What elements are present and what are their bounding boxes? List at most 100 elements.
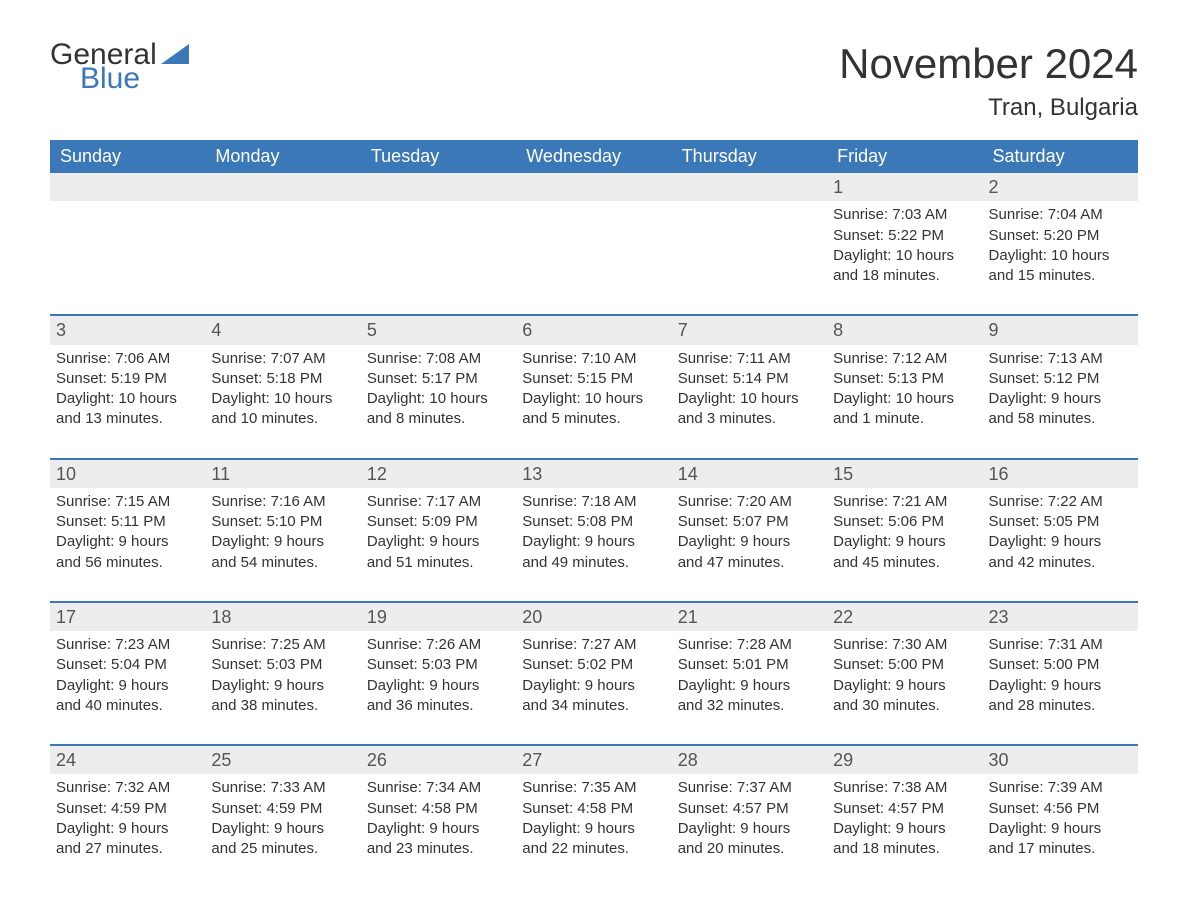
day-content: Sunrise: 7:20 AMSunset: 5:07 PMDaylight:… — [678, 492, 821, 573]
sunrise-text: Sunrise: 7:22 AM — [989, 492, 1132, 512]
daylight1-text: Daylight: 10 hours — [678, 389, 821, 409]
weekday-header-row: Sunday Monday Tuesday Wednesday Thursday… — [50, 140, 1138, 173]
daylight1-text: Daylight: 10 hours — [211, 389, 354, 409]
day-number: 19 — [361, 603, 516, 631]
daylight2-text: and 32 minutes. — [678, 696, 821, 716]
day-number: 20 — [516, 603, 671, 631]
daylight1-text: Daylight: 10 hours — [833, 389, 976, 409]
daylight2-text: and 42 minutes. — [989, 553, 1132, 573]
daylight2-text: and 23 minutes. — [367, 839, 510, 859]
daylight1-text: Daylight: 9 hours — [522, 532, 665, 552]
sunrise-text: Sunrise: 7:18 AM — [522, 492, 665, 512]
day-cell — [205, 173, 360, 294]
day-content: Sunrise: 7:31 AMSunset: 5:00 PMDaylight:… — [989, 635, 1132, 716]
daylight1-text: Daylight: 9 hours — [211, 819, 354, 839]
daylight2-text: and 30 minutes. — [833, 696, 976, 716]
day-cell: 20Sunrise: 7:27 AMSunset: 5:02 PMDayligh… — [516, 603, 671, 724]
day-number: 27 — [516, 746, 671, 774]
sunset-text: Sunset: 5:07 PM — [678, 512, 821, 532]
daylight1-text: Daylight: 9 hours — [833, 676, 976, 696]
day-number: 3 — [50, 316, 205, 344]
location-text: Tran, Bulgaria — [839, 94, 1138, 122]
day-cell: 6Sunrise: 7:10 AMSunset: 5:15 PMDaylight… — [516, 316, 671, 437]
daylight2-text: and 51 minutes. — [367, 553, 510, 573]
day-content: Sunrise: 7:23 AMSunset: 5:04 PMDaylight:… — [56, 635, 199, 716]
daylight2-text: and 20 minutes. — [678, 839, 821, 859]
day-cell: 18Sunrise: 7:25 AMSunset: 5:03 PMDayligh… — [205, 603, 360, 724]
sunset-text: Sunset: 5:18 PM — [211, 369, 354, 389]
sunrise-text: Sunrise: 7:07 AM — [211, 349, 354, 369]
day-cell — [361, 173, 516, 294]
sunrise-text: Sunrise: 7:13 AM — [989, 349, 1132, 369]
daylight1-text: Daylight: 9 hours — [989, 389, 1132, 409]
day-number: 1 — [827, 173, 982, 201]
daylight1-text: Daylight: 9 hours — [678, 676, 821, 696]
weekday-header: Saturday — [983, 140, 1138, 173]
day-content: Sunrise: 7:07 AMSunset: 5:18 PMDaylight:… — [211, 349, 354, 430]
day-cell: 25Sunrise: 7:33 AMSunset: 4:59 PMDayligh… — [205, 746, 360, 867]
week-row: 1Sunrise: 7:03 AMSunset: 5:22 PMDaylight… — [50, 173, 1138, 294]
day-content: Sunrise: 7:32 AMSunset: 4:59 PMDaylight:… — [56, 778, 199, 859]
weekday-header: Wednesday — [516, 140, 671, 173]
sunset-text: Sunset: 5:03 PM — [211, 655, 354, 675]
day-number: 10 — [50, 460, 205, 488]
day-cell: 17 Sunrise: 7:23 AMSunset: 5:04 PMDayligh… — [50, 603, 205, 724]
sunset-text: Sunset: 5:19 PM — [56, 369, 199, 389]
day-content: Sunrise: 7:21 AMSunset: 5:06 PMDaylight:… — [833, 492, 976, 573]
daylight2-text: and 56 minutes. — [56, 553, 199, 573]
sunset-text: Sunset: 4:57 PM — [678, 799, 821, 819]
sunrise-text: Sunrise: 7:25 AM — [211, 635, 354, 655]
day-number: 5 — [361, 316, 516, 344]
day-number: 21 — [672, 603, 827, 631]
daylight2-text: and 22 minutes. — [522, 839, 665, 859]
daylight1-text: Daylight: 9 hours — [522, 676, 665, 696]
daylight1-text: Daylight: 9 hours — [522, 819, 665, 839]
day-cell: 23 Sunrise: 7:31 AMSunset: 5:00 PMDayligh… — [983, 603, 1138, 724]
sunset-text: Sunset: 5:14 PM — [678, 369, 821, 389]
sunset-text: Sunset: 5:02 PM — [522, 655, 665, 675]
week-row: 3Sunrise: 7:06 AMSunset: 5:19 PMDaylight… — [50, 314, 1138, 437]
weekday-header: Monday — [205, 140, 360, 173]
day-content: Sunrise: 7:39 AMSunset: 4:56 PMDaylight:… — [989, 778, 1132, 859]
week-row: 10Sunrise: 7:15 AMSunset: 5:11 PMDayligh… — [50, 458, 1138, 581]
day-cell: 12Sunrise: 7:17 AMSunset: 5:09 PMDayligh… — [361, 460, 516, 581]
day-content: Sunrise: 7:38 AMSunset: 4:57 PMDaylight:… — [833, 778, 976, 859]
daylight1-text: Daylight: 10 hours — [989, 246, 1132, 266]
day-cell: 21Sunrise: 7:28 AMSunset: 5:01 PMDayligh… — [672, 603, 827, 724]
sunrise-text: Sunrise: 7:33 AM — [211, 778, 354, 798]
daylight2-text: and 18 minutes. — [833, 266, 976, 286]
day-content: Sunrise: 7:22 AMSunset: 5:05 PMDaylight:… — [989, 492, 1132, 573]
day-cell: 16Sunrise: 7:22 AMSunset: 5:05 PMDayligh… — [983, 460, 1138, 581]
day-number: 7 — [672, 316, 827, 344]
day-number: 23 — [983, 603, 1138, 631]
daylight2-text: and 40 minutes. — [56, 696, 199, 716]
day-number: 22 — [827, 603, 982, 631]
day-number: 15 — [827, 460, 982, 488]
day-cell: 28Sunrise: 7:37 AMSunset: 4:57 PMDayligh… — [672, 746, 827, 867]
day-content: Sunrise: 7:30 AMSunset: 5:00 PMDaylight:… — [833, 635, 976, 716]
day-number: 17 — [50, 603, 205, 631]
daylight2-text: and 36 minutes. — [367, 696, 510, 716]
daylight1-text: Daylight: 9 hours — [56, 819, 199, 839]
daylight1-text: Daylight: 9 hours — [989, 532, 1132, 552]
sunrise-text: Sunrise: 7:20 AM — [678, 492, 821, 512]
daylight1-text: Daylight: 9 hours — [989, 676, 1132, 696]
sunrise-text: Sunrise: 7:37 AM — [678, 778, 821, 798]
day-number: 8 — [827, 316, 982, 344]
sunset-text: Sunset: 4:57 PM — [833, 799, 976, 819]
daylight1-text: Daylight: 9 hours — [56, 532, 199, 552]
day-cell: 14Sunrise: 7:20 AMSunset: 5:07 PMDayligh… — [672, 460, 827, 581]
daylight2-text: and 13 minutes. — [56, 409, 199, 429]
day-number: 24 — [50, 746, 205, 774]
sunset-text: Sunset: 5:05 PM — [989, 512, 1132, 532]
day-number — [516, 173, 671, 201]
sunset-text: Sunset: 5:09 PM — [367, 512, 510, 532]
sunset-text: Sunset: 5:11 PM — [56, 512, 199, 532]
logo: General Blue — [50, 40, 189, 94]
daylight2-text: and 3 minutes. — [678, 409, 821, 429]
day-cell: 22 Sunrise: 7:30 AMSunset: 5:00 PMDayligh… — [827, 603, 982, 724]
day-number: 9 — [983, 316, 1138, 344]
day-number: 13 — [516, 460, 671, 488]
day-cell: 13Sunrise: 7:18 AMSunset: 5:08 PMDayligh… — [516, 460, 671, 581]
weekday-header: Sunday — [50, 140, 205, 173]
